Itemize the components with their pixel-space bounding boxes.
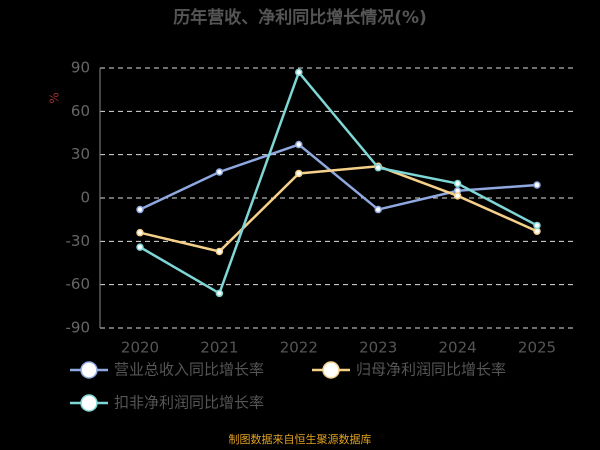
legend-marker — [80, 361, 98, 379]
data-point — [453, 192, 462, 200]
x-tick-label: 2021 — [200, 339, 238, 357]
y-tick-label: 60 — [71, 102, 90, 120]
data-point — [374, 163, 382, 172]
legend-marker — [322, 361, 340, 379]
x-tick-label: 2020 — [121, 339, 159, 357]
y-tick-label: 90 — [71, 59, 90, 77]
data-point — [295, 68, 303, 77]
data-point — [136, 205, 144, 214]
data-point — [136, 243, 144, 251]
x-tick-label: 2023 — [359, 339, 397, 357]
y-tick-label: -60 — [66, 275, 91, 293]
series-line — [139, 69, 538, 296]
data-point — [215, 168, 224, 176]
source-note: 制图数据来自恒生聚源数据库 — [229, 432, 372, 446]
x-tick-label: 2024 — [439, 339, 477, 357]
y-tick-label: -90 — [66, 319, 91, 337]
data-point — [295, 169, 303, 178]
data-point — [295, 140, 303, 149]
data-point — [215, 247, 224, 256]
chart-title: 历年营收、净利同比增长情况(%) — [173, 7, 427, 28]
legend-label: 扣非净利润同比增长率 — [114, 394, 264, 412]
legend-marker — [80, 394, 98, 412]
series-line — [139, 164, 538, 253]
y-tick-label: 30 — [71, 145, 90, 163]
data-point — [453, 179, 462, 188]
data-point — [215, 289, 224, 298]
data-point — [374, 205, 382, 214]
data-point — [533, 181, 541, 189]
y-tick-label: -30 — [66, 232, 91, 250]
x-tick-label: 2025 — [518, 339, 556, 357]
legend-label: 归母净利润同比增长率 — [356, 361, 506, 379]
data-point — [136, 228, 144, 237]
y-axis-label: % — [48, 92, 62, 103]
legend-label: 营业总收入同比增长率 — [114, 361, 264, 379]
y-tick-label: 0 — [80, 189, 90, 207]
data-point — [533, 221, 541, 230]
x-tick-label: 2022 — [280, 339, 318, 357]
